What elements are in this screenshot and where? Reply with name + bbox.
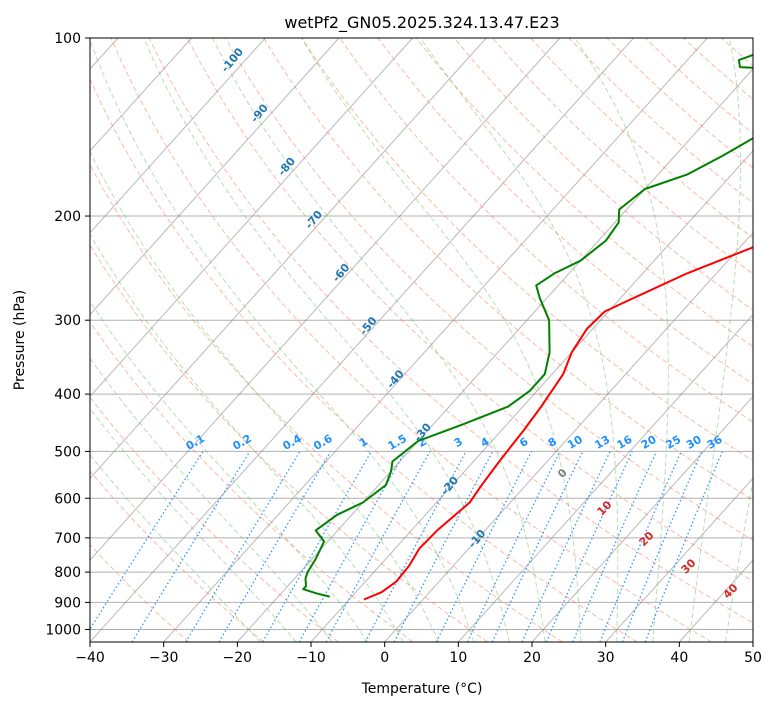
moist-adiabat bbox=[90, 38, 475, 642]
mixing-ratio-line bbox=[599, 451, 682, 642]
mixing-ratio-line bbox=[298, 451, 406, 642]
moist-adiabat bbox=[574, 38, 669, 642]
dry-adiabat bbox=[339, 38, 753, 423]
y-axis-ticks: 100 200 300 400 500 600 700 800 900 1000 bbox=[45, 31, 90, 638]
moist-adiabat bbox=[143, 38, 510, 642]
mixing-ratio-line bbox=[621, 451, 703, 642]
y-tick-label: 900 bbox=[54, 595, 81, 611]
moist-adiabat bbox=[212, 38, 546, 642]
x-tick-label: 20 bbox=[523, 650, 541, 666]
dewpoint-line bbox=[302, 53, 753, 598]
dry-adiabat bbox=[90, 470, 264, 642]
x-axis-ticks: −40 −30 −20 −10 0 10 20 30 40 50 bbox=[75, 642, 762, 666]
y-tick-label: 100 bbox=[54, 31, 81, 47]
moist-adiabat bbox=[90, 453, 261, 642]
x-tick-label: −30 bbox=[149, 650, 179, 666]
isotherm bbox=[90, 38, 634, 642]
mixing-ratio-line bbox=[545, 451, 633, 642]
isotherm bbox=[457, 313, 753, 642]
y-tick-label: 200 bbox=[54, 209, 81, 225]
y-tick-label: 1000 bbox=[45, 622, 81, 638]
mixing-ratio-lines bbox=[90, 451, 723, 642]
mixing-ratio-line bbox=[262, 451, 372, 642]
isotherm bbox=[90, 38, 487, 480]
plot-frame bbox=[89, 37, 754, 643]
dry-adiabat bbox=[148, 38, 753, 624]
chart-title: wetPf2_GN05.2025.324.13.47.E23 bbox=[284, 13, 559, 33]
isotherms bbox=[90, 38, 753, 642]
dry-adiabat bbox=[110, 38, 712, 642]
temperature-line bbox=[363, 246, 753, 601]
mixing-ratio-line bbox=[131, 451, 251, 642]
isotherm bbox=[605, 477, 753, 642]
profile-series bbox=[302, 53, 753, 601]
dry-adiabat bbox=[186, 38, 753, 582]
moist-adiabats bbox=[90, 38, 753, 642]
moist-adiabat bbox=[419, 38, 619, 642]
dry-adiabat bbox=[453, 38, 753, 311]
isotherm bbox=[90, 38, 340, 316]
isotherm bbox=[90, 38, 192, 152]
y-tick-label: 500 bbox=[54, 444, 81, 460]
y-tick-label: 700 bbox=[54, 531, 81, 547]
isotherm bbox=[90, 38, 413, 398]
mixing-ratio-line bbox=[644, 451, 723, 642]
isotherm bbox=[236, 68, 753, 642]
dry-adiabat bbox=[90, 244, 488, 642]
mixing-ratio-line bbox=[325, 451, 431, 642]
y-tick-label: 600 bbox=[54, 491, 81, 507]
isotherm bbox=[90, 38, 561, 561]
moist-adiabat bbox=[688, 38, 742, 642]
mixing-ratio-line bbox=[572, 451, 658, 642]
moist-adiabat bbox=[725, 478, 753, 642]
y-tick-label: 400 bbox=[54, 387, 81, 403]
isotherm bbox=[531, 395, 753, 642]
x-tick-label: 0 bbox=[380, 650, 389, 666]
isotherm bbox=[384, 231, 753, 642]
moist-adiabat bbox=[90, 300, 369, 642]
moist-adiabat bbox=[90, 407, 297, 642]
moist-adiabat bbox=[90, 233, 404, 642]
moist-adiabat bbox=[301, 38, 582, 642]
x-tick-label: 40 bbox=[670, 650, 688, 666]
dry-adiabat bbox=[224, 38, 753, 541]
x-tick-label: 30 bbox=[597, 650, 615, 666]
isotherm bbox=[90, 38, 266, 234]
mixing-ratio-line bbox=[90, 451, 204, 631]
isotherm bbox=[163, 38, 708, 642]
dry-adiabat bbox=[90, 77, 638, 642]
moist-adiabat bbox=[90, 150, 440, 642]
dry-adiabat bbox=[90, 321, 414, 642]
x-tick-label: −10 bbox=[296, 650, 326, 666]
dry-adiabat bbox=[263, 38, 753, 501]
plot-area: -100-90-80-70-60-50-40-30-20-10 0.1 0.2 0.… bbox=[90, 38, 753, 642]
x-tick-label: −20 bbox=[223, 650, 253, 666]
y-tick-label: 300 bbox=[54, 313, 81, 329]
dry-adiabat bbox=[90, 163, 563, 642]
x-tick-label: 50 bbox=[744, 650, 762, 666]
x-tick-label: −40 bbox=[75, 650, 105, 666]
y-tick-label: 800 bbox=[54, 565, 81, 581]
x-axis-label: Temperature (°C) bbox=[361, 681, 483, 697]
mixing-ratio-line bbox=[435, 451, 533, 642]
y-axis-label: Pressure (hPa) bbox=[12, 290, 28, 390]
dry-adiabats bbox=[90, 38, 753, 642]
x-tick-label: 10 bbox=[449, 650, 467, 666]
